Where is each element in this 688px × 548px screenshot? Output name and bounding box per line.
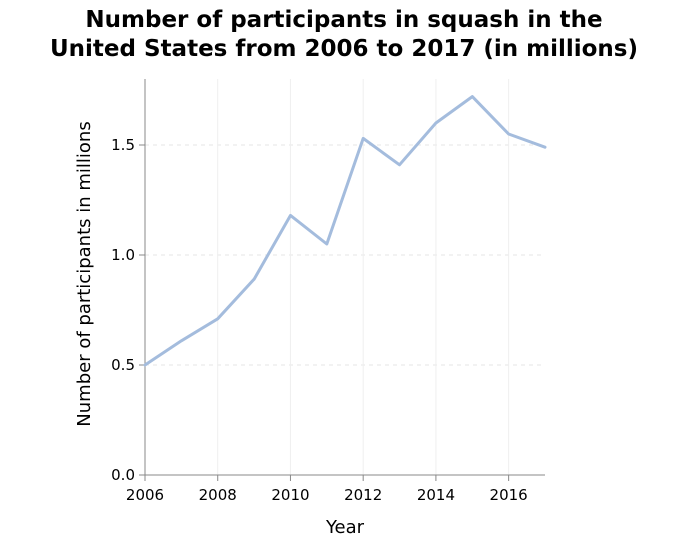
y-tick-label: 0.5 <box>111 356 135 374</box>
x-axis-title: Year <box>325 517 365 538</box>
series <box>143 95 547 367</box>
data-point <box>434 122 437 125</box>
data-point <box>362 137 365 140</box>
data-point <box>325 243 328 246</box>
y-tick-label: 1.0 <box>111 246 135 264</box>
data-point <box>507 133 510 136</box>
data-point <box>471 95 474 98</box>
ticks: 0.0 0.5 1.0 1.5 2006 2008 2010 2012 2014 2016 <box>111 136 528 504</box>
x-tick-label: 2006 <box>126 486 164 504</box>
x-tick-label: 2008 <box>199 486 237 504</box>
data-point <box>216 317 219 320</box>
data-point <box>144 364 147 367</box>
data-point <box>398 163 401 166</box>
gridlines <box>145 79 545 475</box>
axes <box>144 79 545 476</box>
data-point <box>180 339 183 342</box>
series-line <box>143 95 547 367</box>
y-tick-label: 1.5 <box>111 136 135 154</box>
x-tick-label: 2014 <box>417 486 455 504</box>
chart-title-line-1: Number of participants in squash in the <box>85 7 603 33</box>
chart-title-line-2: United States from 2006 to 2017 (in mill… <box>50 36 638 62</box>
x-tick-label: 2016 <box>490 486 528 504</box>
y-axis-title: Number of participants in millions <box>74 121 95 426</box>
x-tick-label: 2010 <box>271 486 309 504</box>
data-point <box>253 278 256 281</box>
x-tick-label: 2012 <box>344 486 382 504</box>
data-point <box>289 214 292 217</box>
data-point <box>544 146 547 149</box>
chart-title: Number of participants in squash in the … <box>0 6 688 64</box>
y-tick-label: 0.0 <box>111 466 135 484</box>
